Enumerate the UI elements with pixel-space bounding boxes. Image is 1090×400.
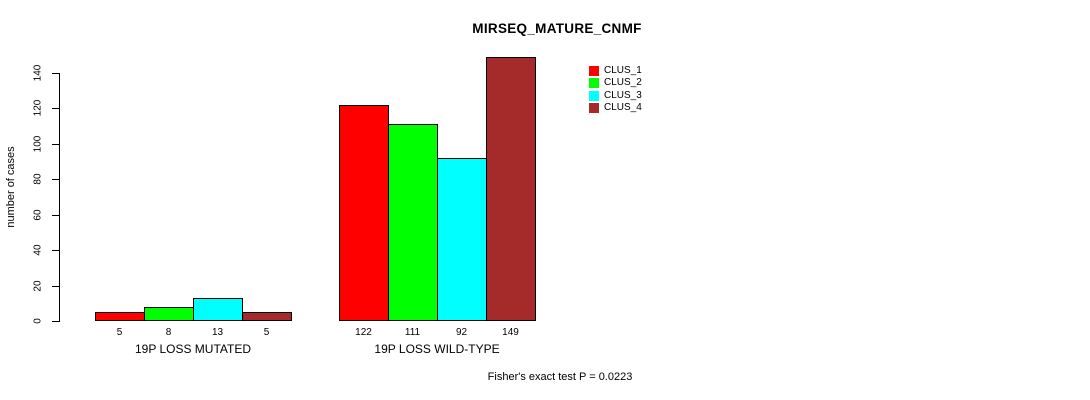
bar-clus_2-group1	[144, 307, 194, 321]
legend-label-clus_3: CLUS_3	[604, 89, 642, 101]
y-tick	[52, 321, 59, 322]
bar-clus_1-group1	[95, 312, 145, 321]
y-tick	[52, 179, 59, 181]
bar-value-label: 149	[502, 327, 519, 338]
y-tick	[52, 143, 59, 145]
bar-value-label: 5	[263, 327, 270, 338]
y-tick	[52, 285, 59, 287]
y-axis-label: number of cases	[5, 146, 17, 228]
bar-value-label: 122	[355, 327, 372, 338]
y-tick-label: 140	[32, 64, 44, 82]
legend-label-clus_4: CLUS_4	[604, 102, 642, 113]
bar-clus_3-group1	[193, 298, 243, 321]
chart-title: MIRSEQ_MATURE_CNMF	[472, 21, 642, 36]
bar-value-label: 5	[116, 327, 123, 338]
y-tick	[52, 73, 59, 75]
y-tick-label: 20	[32, 280, 44, 292]
bar-clus_4-group1	[242, 312, 292, 321]
x-category-label: 19P LOSS MUTATED	[134, 342, 252, 356]
bar-clus_1-group2	[339, 105, 389, 321]
legend-swatch-clus_3	[589, 90, 599, 101]
y-tick	[52, 250, 59, 252]
footnote-pvalue: Fisher's exact test P = 0.0223	[487, 371, 633, 383]
bar-value-label: 13	[211, 327, 224, 338]
bar-value-label: 92	[455, 327, 468, 338]
bar-value-label: 111	[404, 327, 421, 338]
y-tick-label: 100	[32, 135, 44, 153]
y-tick	[52, 214, 59, 216]
y-tick-label: 0	[32, 318, 44, 324]
legend-swatch-clus_2	[589, 78, 599, 88]
y-tick-label: 80	[32, 173, 44, 185]
bar-value-label: 8	[165, 327, 172, 338]
y-tick-label: 40	[32, 244, 44, 256]
legend-swatch-clus_1	[589, 65, 599, 76]
y-tick-label: 120	[32, 100, 44, 117]
x-category-label: 19P LOSS WILD-TYPE	[374, 342, 500, 356]
bar-clus_2-group2	[388, 124, 438, 321]
bar-clus_3-group2	[437, 158, 487, 321]
bar-clus_4-group2	[486, 57, 536, 321]
y-tick	[52, 108, 59, 110]
legend-label-clus_1: CLUS_1	[604, 64, 642, 76]
y-tick-label: 60	[32, 209, 44, 221]
y-axis-line	[59, 73, 60, 322]
legend-swatch-clus_4	[589, 103, 599, 113]
legend-label-clus_2: CLUS_2	[604, 77, 642, 88]
